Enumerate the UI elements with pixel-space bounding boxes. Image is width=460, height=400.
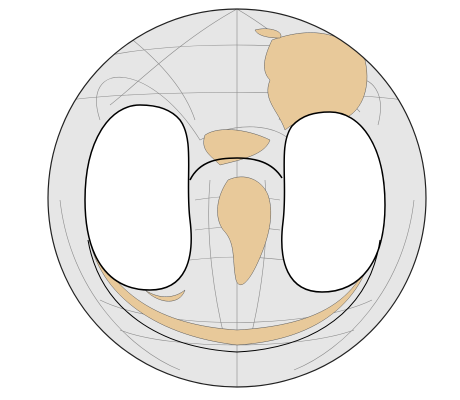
parallel <box>59 199 415 371</box>
land <box>87 28 379 346</box>
parallel <box>69 92 405 101</box>
interrupt-arc <box>189 157 283 181</box>
meridian <box>109 9 238 106</box>
map-content <box>59 9 415 387</box>
land-arctic <box>254 28 282 39</box>
globe-outline <box>47 8 427 388</box>
land-south-america <box>144 289 186 302</box>
land-europe-africa <box>217 176 271 286</box>
land-north <box>203 129 271 166</box>
hole-right <box>281 111 386 293</box>
hole-left <box>84 104 192 291</box>
boundary-arc <box>87 239 381 353</box>
